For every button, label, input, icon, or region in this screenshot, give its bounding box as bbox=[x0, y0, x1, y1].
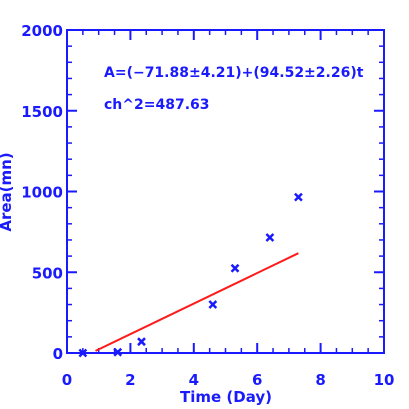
fit-annotation: A=(−71.88±4.21)+(94.52±2.26)t bbox=[104, 65, 364, 81]
data-point-marker bbox=[265, 233, 275, 242]
tick-labels: 0 2 4 6 8 10 0 500 1000 1500 2000 bbox=[21, 22, 394, 389]
data-point-marker bbox=[137, 337, 146, 347]
x-tick-label: 2 bbox=[125, 371, 135, 389]
y-tick-label: 1500 bbox=[21, 103, 63, 121]
data-point-marker bbox=[230, 263, 240, 273]
axis-ticks bbox=[66, 29, 385, 354]
y-tick-label: 2000 bbox=[21, 22, 63, 40]
data-point-marker bbox=[208, 300, 218, 309]
chi-squared-annotation: ch^2=487.63 bbox=[104, 97, 210, 113]
fit-line bbox=[95, 252, 299, 352]
x-axis-label: Time (Day) bbox=[180, 388, 272, 406]
data-point-marker bbox=[113, 347, 123, 357]
data-point-marker bbox=[294, 192, 303, 202]
data-markers bbox=[78, 192, 303, 358]
data-point-marker bbox=[78, 348, 88, 358]
y-tick-label: 500 bbox=[32, 264, 63, 282]
y-tick-label: 1000 bbox=[21, 184, 63, 202]
y-tick-label: 0 bbox=[53, 345, 63, 363]
x-tick-label: 6 bbox=[252, 371, 262, 389]
x-tick-label: 10 bbox=[374, 371, 395, 389]
x-tick-label: 0 bbox=[62, 371, 72, 389]
y-axis-label: Area(mn) bbox=[0, 152, 15, 231]
x-tick-label: 4 bbox=[189, 371, 199, 389]
x-tick-label: 8 bbox=[315, 371, 325, 389]
